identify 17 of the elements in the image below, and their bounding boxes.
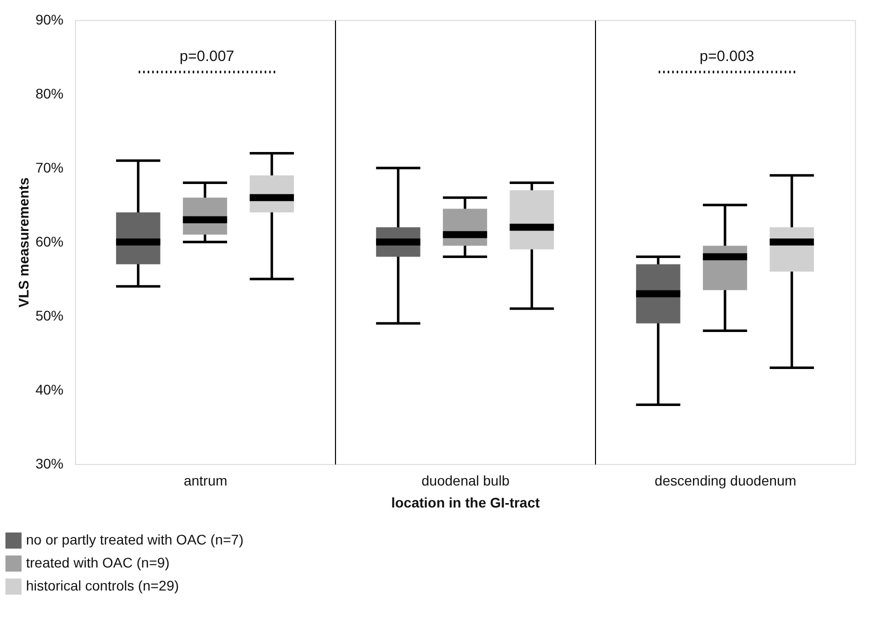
x-tick-label: antrum [184, 472, 228, 488]
legend-label: no or partly treated with OAC (n=7) [26, 532, 244, 548]
annotation: p=0.003 [700, 48, 754, 65]
x-tick-label: descending duodenum [654, 472, 796, 488]
y-tick-label: 80% [35, 86, 64, 102]
y-tick-label: 30% [35, 456, 64, 472]
y-axis-title: VLS measurements [15, 177, 32, 308]
x-tick-label: duodenal bulb [422, 472, 510, 488]
legend-label: historical controls (n=29) [26, 578, 179, 594]
y-tick-label: 90% [35, 12, 64, 28]
legend-label: treated with OAC (n=9) [26, 554, 170, 570]
y-tick-label: 70% [35, 160, 64, 176]
y-tick-label: 40% [35, 382, 64, 398]
y-tick-label: 60% [35, 234, 64, 250]
x-axis-title: location in the GI-tract [391, 494, 540, 510]
y-tick-label: 50% [35, 308, 64, 324]
annotation: p=0.007 [180, 48, 234, 65]
